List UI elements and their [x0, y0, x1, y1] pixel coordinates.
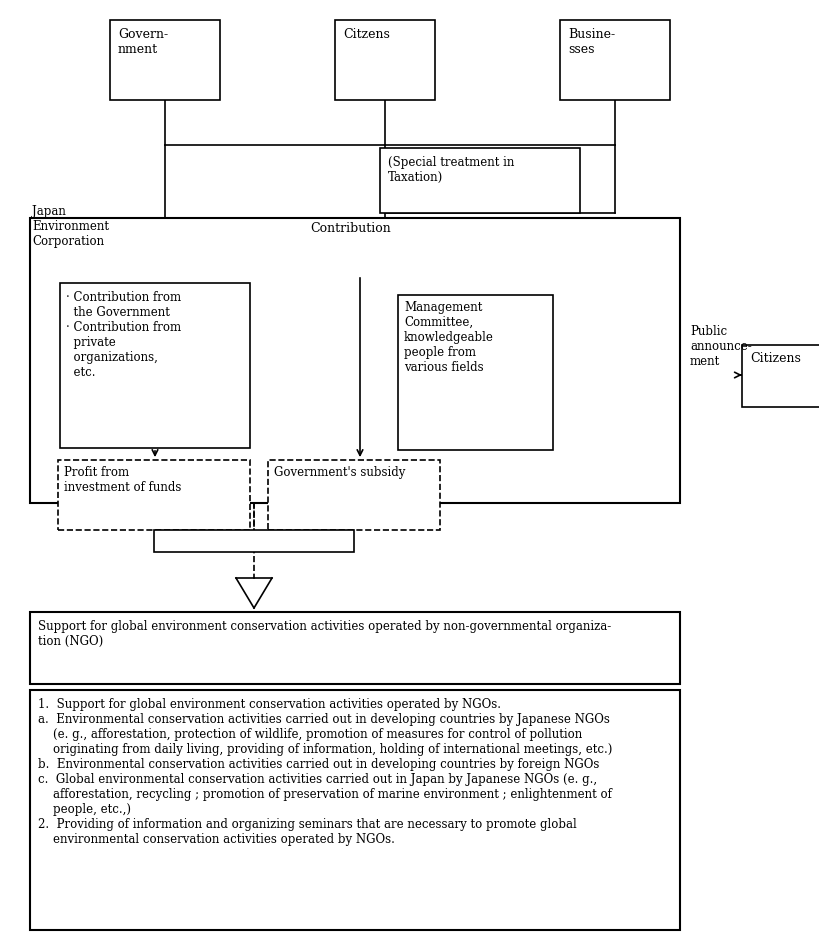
- Text: Profit from
investment of funds: Profit from investment of funds: [64, 466, 181, 494]
- Bar: [268, 460, 440, 530]
- Bar: [58, 460, 250, 530]
- Text: Support for global environment conservation activities operated by non-governmen: Support for global environment conservat…: [38, 620, 610, 648]
- Bar: [30, 218, 679, 503]
- Text: Citzens: Citzens: [342, 28, 389, 41]
- Bar: [741, 345, 819, 407]
- Bar: [30, 690, 679, 930]
- Text: Japan
Environment
Corporation: Japan Environment Corporation: [32, 205, 109, 248]
- Bar: [335, 20, 434, 100]
- Bar: [30, 612, 679, 684]
- Bar: [379, 148, 579, 213]
- Text: 1.  Support for global environment conservation activities operated by NGOs.
a. : 1. Support for global environment conser…: [38, 698, 612, 846]
- Bar: [154, 530, 354, 552]
- Bar: [559, 20, 669, 100]
- Text: Management
Committee,
knowledgeable
people from
various fields: Management Committee, knowledgeable peop…: [404, 301, 493, 374]
- Text: Busine-
sses: Busine- sses: [568, 28, 614, 56]
- Text: Contribution: Contribution: [310, 222, 391, 235]
- Text: (Special treatment in
Taxation): (Special treatment in Taxation): [387, 156, 514, 184]
- Text: Public
announce-
ment: Public announce- ment: [689, 325, 751, 368]
- Bar: [397, 295, 552, 450]
- Text: Govern-
nment: Govern- nment: [118, 28, 168, 56]
- Text: · Contribution from
  the Government
· Contribution from
  private
  organizatio: · Contribution from the Government · Con…: [66, 291, 181, 379]
- Text: Government's subsidy: Government's subsidy: [274, 466, 405, 479]
- Bar: [110, 20, 219, 100]
- Bar: [60, 283, 250, 448]
- Text: Citizens: Citizens: [749, 352, 800, 365]
